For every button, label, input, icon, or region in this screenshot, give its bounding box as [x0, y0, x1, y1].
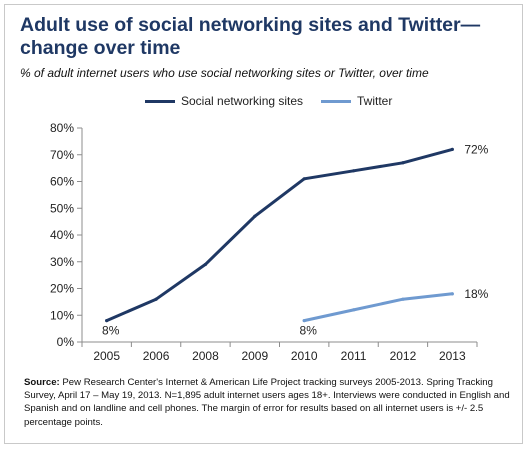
y-tick-label: 40% — [50, 228, 74, 242]
x-tick-label: 2006 — [143, 349, 170, 363]
source-text: Pew Research Center's Internet & America… — [24, 377, 510, 428]
x-tick-label: 2005 — [93, 349, 120, 363]
chart-legend: Social networking sites Twitter — [0, 94, 528, 110]
legend-item-twitter: Twitter — [321, 94, 392, 108]
y-tick-label: 50% — [50, 201, 74, 215]
x-tick-label: 2010 — [291, 349, 318, 363]
data-point — [302, 319, 306, 323]
legend-label-social-networking: Social networking sites — [181, 94, 304, 108]
x-tick-label: 2008 — [192, 349, 219, 363]
data-point — [203, 262, 208, 267]
legend-label-twitter: Twitter — [357, 94, 393, 108]
data-point — [105, 319, 109, 323]
chart-title: Adult use of social networking sites and… — [20, 14, 481, 59]
legend-swatch-twitter — [321, 99, 351, 103]
data-label: 72% — [464, 142, 488, 156]
data-point — [450, 292, 454, 296]
y-tick-label: 20% — [50, 282, 74, 296]
data-point — [450, 147, 454, 151]
data-label: 18% — [464, 287, 488, 301]
legend-item-social-networking: Social networking sites — [145, 94, 303, 108]
series-line-social-networking — [105, 147, 454, 323]
source-note: Source: Pew Research Center's Internet &… — [24, 376, 514, 429]
y-tick-label: 70% — [50, 148, 74, 162]
line-chart: 0% 10% 20% 30% 40% 50% 60% 70% 80% 2005 2006 2008 20… — [50, 121, 489, 363]
data-point — [401, 297, 405, 301]
data-label: 8% — [102, 324, 120, 338]
series-line-twitter — [302, 292, 454, 323]
legend-swatch-social-networking — [145, 99, 175, 103]
data-label: 8% — [300, 324, 318, 338]
y-tick-label: 0% — [57, 335, 75, 349]
y-tick-label: 80% — [50, 121, 74, 135]
y-tick-label: 60% — [50, 175, 74, 189]
y-tick-label: 30% — [50, 255, 74, 269]
chart-frame — [4, 4, 523, 444]
data-point — [154, 297, 158, 301]
x-tick-label: 2011 — [341, 349, 367, 363]
data-point — [253, 214, 257, 218]
data-point — [351, 169, 356, 173]
data-point — [401, 161, 405, 165]
y-tick-label: 10% — [50, 308, 74, 322]
chart-subtitle: % of adult internet users who use social… — [20, 66, 429, 80]
data-point — [302, 177, 306, 181]
x-tick-label: 2013 — [439, 349, 466, 363]
data-point — [351, 308, 356, 312]
source-label: Source: — [24, 377, 60, 388]
x-tick-label: 2012 — [390, 349, 417, 363]
x-tick-label: 2009 — [241, 349, 268, 363]
